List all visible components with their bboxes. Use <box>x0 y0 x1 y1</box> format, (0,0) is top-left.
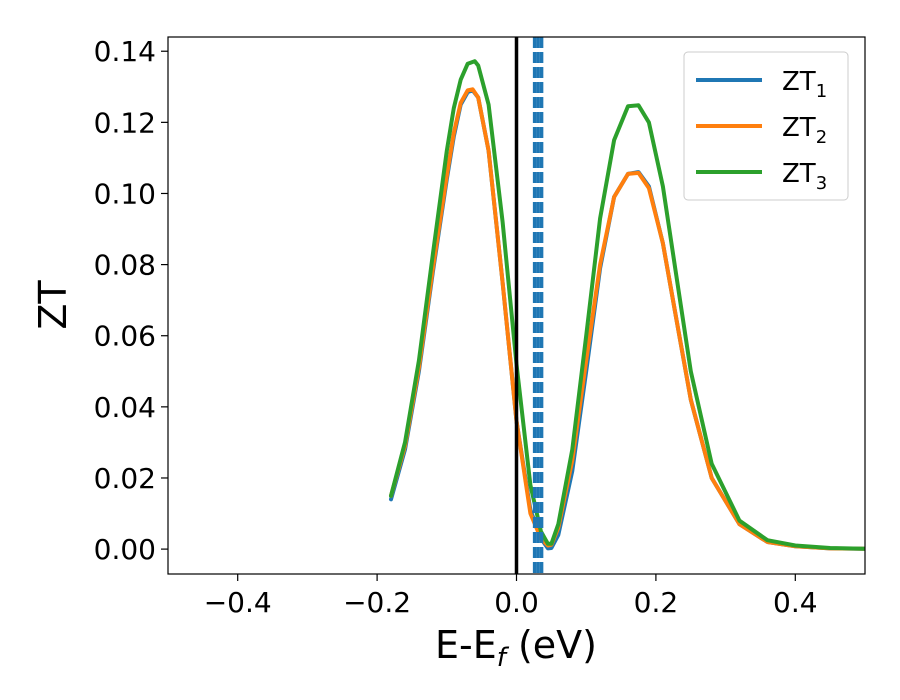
legend: ZT1 ZT2 ZT3 <box>683 51 849 201</box>
legend-box <box>683 51 849 201</box>
x-tick-label: 0.0 <box>494 586 539 619</box>
legend-entry-zt3: ZT3 <box>696 159 827 194</box>
x-tick-label: −0.2 <box>343 586 411 619</box>
y-tick-label: 0.02 <box>94 462 156 495</box>
x-axis-ticks: −0.4 −0.2 0.0 0.2 0.4 <box>204 574 818 619</box>
legend-label: ZT1 <box>782 67 827 102</box>
legend-entry-zt1: ZT1 <box>696 67 827 102</box>
x-tick-label: 0.4 <box>773 586 818 619</box>
y-tick-label: 0.10 <box>94 177 156 210</box>
x-tick-label: −0.4 <box>204 586 272 619</box>
x-tick-label: 0.2 <box>634 586 679 619</box>
y-tick-label: 0.12 <box>94 106 156 139</box>
vertical-lines-layer <box>514 37 544 574</box>
x-axis-label: E-Ef (eV) <box>435 623 597 673</box>
y-tick-label: 0.08 <box>94 249 156 282</box>
series-layer <box>389 59 865 551</box>
y-tick-label: 0.06 <box>94 320 156 353</box>
legend-label: ZT3 <box>782 159 827 194</box>
y-tick-label: 0.04 <box>94 391 156 424</box>
series-line-zt3 <box>389 59 865 551</box>
y-axis-label: ZT <box>31 280 75 330</box>
legend-entry-zt2: ZT2 <box>696 113 827 148</box>
legend-label: ZT2 <box>782 113 827 148</box>
y-tick-label: 0.00 <box>94 533 156 566</box>
y-tick-label: 0.14 <box>94 35 156 68</box>
y-axis-ticks: 0.00 0.02 0.04 0.06 0.08 0.10 0.12 0.14 <box>94 35 168 566</box>
